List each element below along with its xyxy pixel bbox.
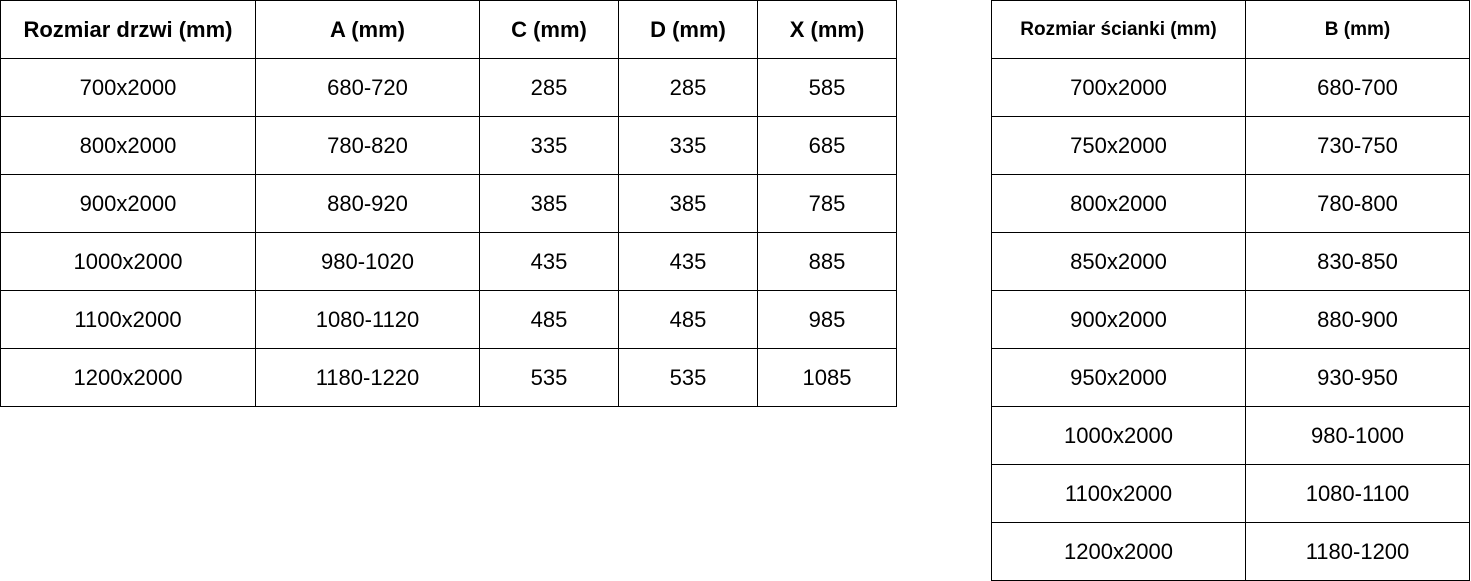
table-cell: 880-900: [1245, 290, 1470, 349]
header-row: Rozmiar ścianki (mm) B (mm): [991, 0, 1470, 59]
table-row: 1100x2000 1080-1100: [991, 464, 1470, 523]
table-cell: 1180-1220: [255, 348, 480, 407]
table-row: 750x2000 730-750: [991, 116, 1470, 175]
table-cell: 850x2000: [991, 232, 1246, 291]
table-cell: 1000x2000: [0, 232, 256, 291]
table-cell: 385: [618, 174, 758, 233]
table-cell: 900x2000: [991, 290, 1246, 349]
table-cell: 785: [757, 174, 897, 233]
table-cell: 885: [757, 232, 897, 291]
table-cell: 1085: [757, 348, 897, 407]
table-cell: 335: [479, 116, 619, 175]
table-cell: 950x2000: [991, 348, 1246, 407]
table-cell: 930-950: [1245, 348, 1470, 407]
table-row: 950x2000 930-950: [991, 348, 1470, 407]
column-header: Rozmiar ścianki (mm): [991, 0, 1246, 59]
table-row: 700x2000 680-720 285 285 585: [0, 58, 897, 117]
table-cell: 1200x2000: [0, 348, 256, 407]
column-header: B (mm): [1245, 0, 1470, 59]
table-cell: 685: [757, 116, 897, 175]
table-cell: 700x2000: [0, 58, 256, 117]
table-cell: 1200x2000: [991, 522, 1246, 581]
table-cell: 535: [618, 348, 758, 407]
table-row: 800x2000 780-800: [991, 174, 1470, 233]
table-cell: 730-750: [1245, 116, 1470, 175]
table-cell: 985: [757, 290, 897, 349]
table-cell: 385: [479, 174, 619, 233]
column-header: X (mm): [757, 0, 897, 59]
table-cell: 435: [479, 232, 619, 291]
table-row: 1200x2000 1180-1220 535 535 1085: [0, 348, 897, 407]
table-cell: 435: [618, 232, 758, 291]
table-row: 900x2000 880-900: [991, 290, 1470, 349]
table-cell: 1180-1200: [1245, 522, 1470, 581]
table-cell: 800x2000: [0, 116, 256, 175]
table-cell: 680-700: [1245, 58, 1470, 117]
table-cell: 880-920: [255, 174, 480, 233]
table-row: 1200x2000 1180-1200: [991, 522, 1470, 581]
table-cell: 1100x2000: [991, 464, 1246, 523]
column-header: Rozmiar drzwi (mm): [0, 0, 256, 59]
table-cell: 485: [479, 290, 619, 349]
table-cell: 800x2000: [991, 174, 1246, 233]
table-cell: 980-1020: [255, 232, 480, 291]
table-cell: 900x2000: [0, 174, 256, 233]
table-cell: 830-850: [1245, 232, 1470, 291]
table-cell: 780-820: [255, 116, 480, 175]
table-cell: 1100x2000: [0, 290, 256, 349]
header-row: Rozmiar drzwi (mm) A (mm) C (mm) D (mm) X (m…: [0, 0, 897, 59]
table-cell: 680-720: [255, 58, 480, 117]
table-row: 900x2000 880-920 385 385 785: [0, 174, 897, 233]
table-row: 1000x2000 980-1020 435 435 885: [0, 232, 897, 291]
table-cell: 1080-1120: [255, 290, 480, 349]
table-cell: 285: [618, 58, 758, 117]
table-row: 1100x2000 1080-1120 485 485 985: [0, 290, 897, 349]
table-cell: 1080-1100: [1245, 464, 1470, 523]
table-row: 1000x2000 980-1000: [991, 406, 1470, 465]
table-row: 700x2000 680-700: [991, 58, 1470, 117]
column-header: A (mm): [255, 0, 480, 59]
table-cell: 585: [757, 58, 897, 117]
column-header: D (mm): [618, 0, 758, 59]
table-row: 800x2000 780-820 335 335 685: [0, 116, 897, 175]
column-header: C (mm): [479, 0, 619, 59]
table-cell: 335: [618, 116, 758, 175]
wall-size-table: Rozmiar ścianki (mm) B (mm) 700x2000 680-7…: [991, 0, 1470, 581]
table-row: 850x2000 830-850: [991, 232, 1470, 291]
table-cell: 780-800: [1245, 174, 1470, 233]
table-cell: 285: [479, 58, 619, 117]
door-size-table: Rozmiar drzwi (mm) A (mm) C (mm) D (mm) X (m…: [0, 0, 897, 407]
table-cell: 485: [618, 290, 758, 349]
table-cell: 750x2000: [991, 116, 1246, 175]
table-cell: 1000x2000: [991, 406, 1246, 465]
table-cell: 980-1000: [1245, 406, 1470, 465]
table-cell: 535: [479, 348, 619, 407]
table-cell: 700x2000: [991, 58, 1246, 117]
